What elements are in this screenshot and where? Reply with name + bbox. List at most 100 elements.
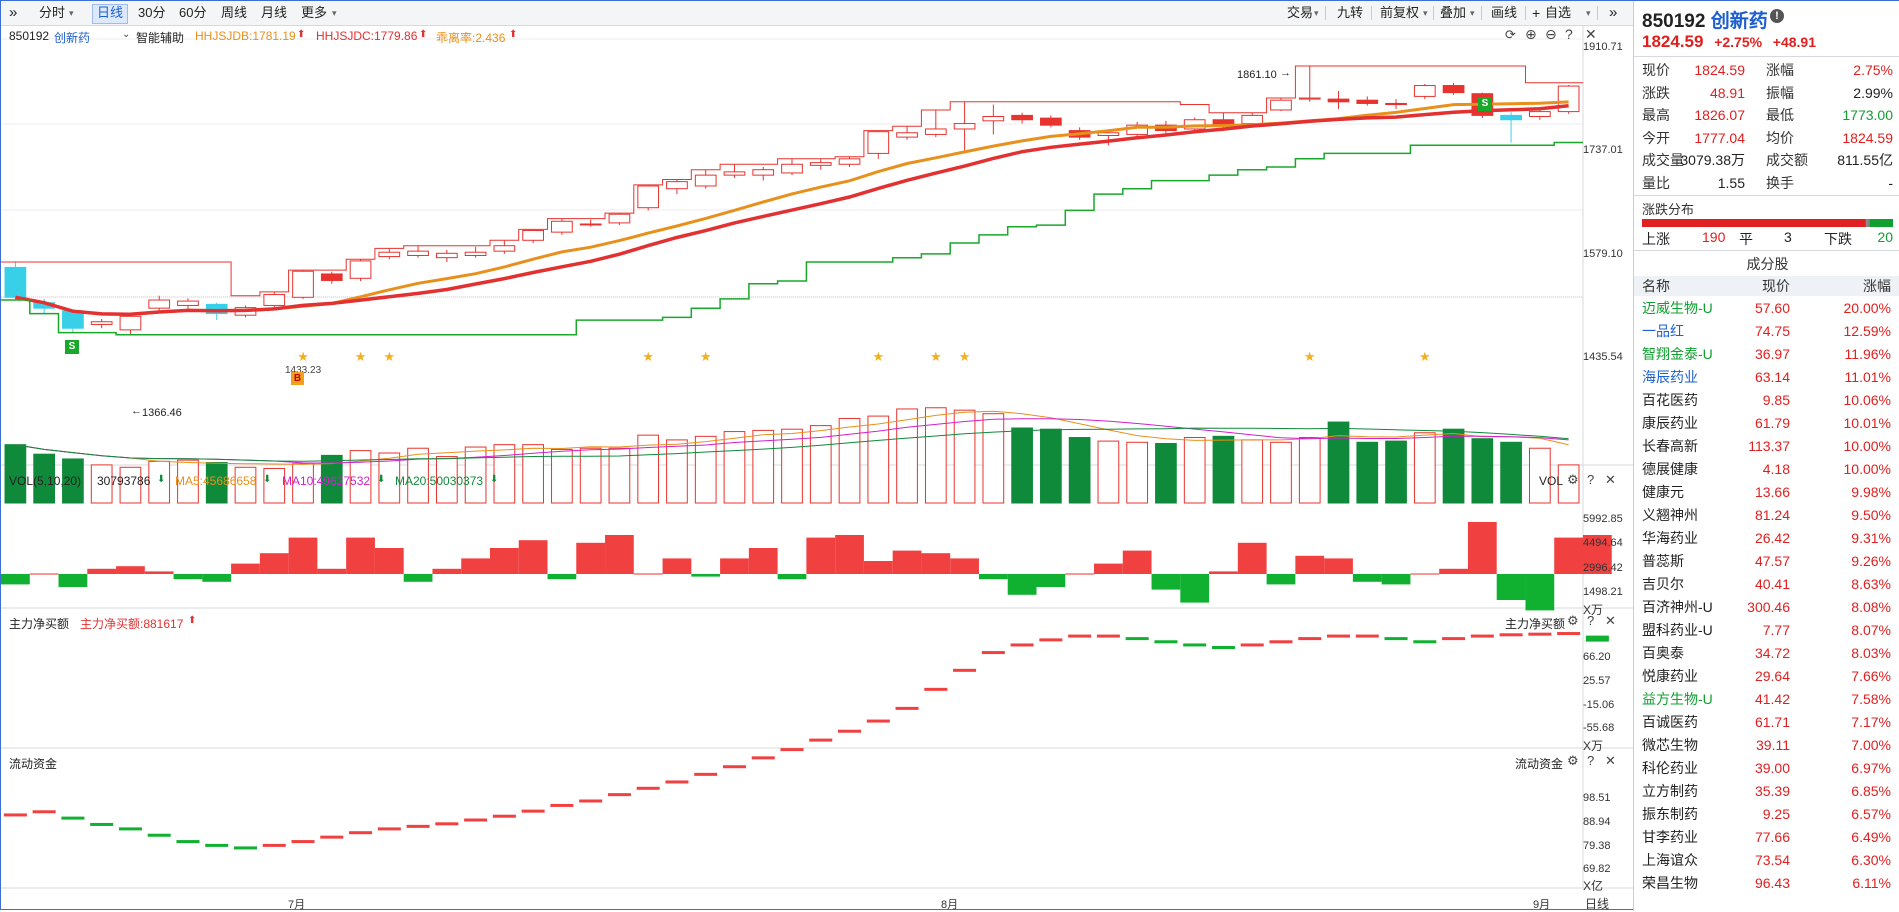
zoom-out-icon[interactable]: ⊖ bbox=[1545, 26, 1557, 42]
candle-body bbox=[1270, 99, 1292, 111]
volume-bar bbox=[1155, 442, 1177, 504]
list-item[interactable]: 义翘神州 81.24 9.50% bbox=[1634, 504, 1899, 527]
smart-assist-toggle[interactable]: 智能辅助 bbox=[136, 31, 185, 45]
close-icon[interactable]: ✕ bbox=[1585, 26, 1597, 42]
list-item[interactable]: 益方生物-U 41.42 7.58% bbox=[1634, 688, 1899, 711]
liquid-bar bbox=[435, 822, 459, 826]
chevron-down-icon[interactable]: ▾ bbox=[1314, 8, 1319, 18]
stat-key: 今开 bbox=[1642, 129, 1670, 146]
jiuzhuan-button[interactable]: 九转 bbox=[1337, 5, 1364, 20]
info-icon[interactable]: ! bbox=[1770, 9, 1784, 23]
help-icon[interactable]: ? bbox=[1587, 613, 1595, 628]
gear-icon[interactable]: ⚙ bbox=[1567, 753, 1579, 768]
draw-button[interactable]: 画线 bbox=[1491, 5, 1518, 20]
chart-area[interactable]: ★ ★ ★ ★ ★ ★ ★ ★ ★ ★ 850192 创新药 ⌄ 智能辅助 HHJSJDB:178… bbox=[1, 25, 1633, 911]
gear-icon[interactable]: ⚙ bbox=[1567, 613, 1579, 628]
candle-body bbox=[982, 115, 1005, 122]
liquid-bar bbox=[176, 840, 200, 844]
panel-name[interactable]: 创新药 bbox=[1710, 11, 1768, 32]
list-item[interactable]: 健康元 13.66 9.98% bbox=[1634, 481, 1899, 504]
flow-bar bbox=[1237, 542, 1267, 574]
list-item[interactable]: 长春高新 113.37 10.00% bbox=[1634, 435, 1899, 458]
list-item[interactable]: 智翔金泰-U 36.97 11.96% bbox=[1634, 343, 1899, 366]
col-name[interactable]: 名称 bbox=[1642, 278, 1670, 294]
list-item[interactable]: 一品红 74.75 12.59% bbox=[1634, 320, 1899, 343]
stock-name: 科伦药业 bbox=[1642, 760, 1698, 776]
double-chevron-right-icon[interactable]: » bbox=[1609, 4, 1618, 21]
sell-signal-badge[interactable]: S bbox=[1478, 97, 1492, 111]
liquid-bar bbox=[1068, 634, 1092, 638]
list-item[interactable]: 德展健康 4.18 10.00% bbox=[1634, 458, 1899, 481]
candle-body bbox=[464, 251, 487, 256]
list-item[interactable]: 微芯生物 39.11 7.00% bbox=[1634, 734, 1899, 757]
stock-pct: 20.00% bbox=[1843, 300, 1891, 316]
help-icon[interactable]: ? bbox=[1587, 472, 1595, 487]
chevron-down-icon[interactable]: ▾ bbox=[69, 8, 74, 18]
list-item[interactable]: 百济神州-U 300.46 8.08% bbox=[1634, 596, 1899, 619]
list-item[interactable]: 百奥泰 34.72 8.03% bbox=[1634, 642, 1899, 665]
tab-monthly[interactable]: 月线 bbox=[261, 5, 288, 20]
tab-30min[interactable]: 30分 bbox=[138, 5, 166, 20]
chevron-down-icon[interactable]: ▾ bbox=[1470, 8, 1475, 18]
flow-bar bbox=[1381, 574, 1411, 585]
list-item[interactable]: 华海药业 26.42 9.31% bbox=[1634, 527, 1899, 550]
tab-fenshi[interactable]: 分时 bbox=[39, 5, 66, 20]
list-item[interactable]: 康辰药业 61.79 10.01% bbox=[1634, 412, 1899, 435]
index-code: 850192 bbox=[9, 29, 50, 43]
stock-pct: 9.50% bbox=[1851, 507, 1891, 523]
list-item[interactable]: 荣昌生物 96.43 6.11% bbox=[1634, 872, 1899, 895]
list-item[interactable]: 迈威生物-U 57.60 20.00% bbox=[1634, 297, 1899, 320]
list-item[interactable]: 上海谊众 73.54 6.30% bbox=[1634, 849, 1899, 872]
watchlist-button[interactable]: 自选 bbox=[1545, 5, 1572, 20]
constituents-title: 成分股 bbox=[1746, 256, 1789, 272]
list-item[interactable]: 悦康药业 29.64 7.66% bbox=[1634, 665, 1899, 688]
list-item[interactable]: 海辰药业 63.14 11.01% bbox=[1634, 366, 1899, 389]
list-item[interactable]: 振东制药 9.25 6.57% bbox=[1634, 803, 1899, 826]
list-item[interactable]: 甘李药业 77.66 6.49% bbox=[1634, 826, 1899, 849]
kline-chart[interactable]: ★ ★ ★ ★ ★ ★ ★ ★ ★ ★ bbox=[1, 25, 1633, 911]
chevron-down-icon[interactable]: ▾ bbox=[332, 8, 337, 18]
list-item[interactable]: 普蕊斯 47.57 9.26% bbox=[1634, 550, 1899, 573]
close-icon[interactable]: ✕ bbox=[1605, 613, 1616, 628]
candle-body bbox=[378, 251, 401, 258]
tab-weekly[interactable]: 周线 bbox=[221, 5, 248, 20]
list-item[interactable]: 立方制药 35.39 6.85% bbox=[1634, 780, 1899, 803]
stock-pct: 6.85% bbox=[1851, 783, 1891, 799]
close-icon[interactable]: ✕ bbox=[1605, 472, 1616, 487]
price-line: 1824.59 +2.75% +48.91 bbox=[1642, 32, 1816, 52]
chevron-down-icon[interactable]: ⌄ bbox=[122, 29, 131, 40]
refresh-icon[interactable]: ⟳ bbox=[1505, 27, 1516, 42]
stock-price: 61.79 bbox=[1754, 415, 1790, 431]
arrow-up-icon: ⬆ bbox=[509, 29, 518, 40]
gear-icon[interactable]: ⚙ bbox=[1567, 472, 1579, 487]
list-item[interactable]: 科伦药业 39.00 6.97% bbox=[1634, 757, 1899, 780]
stat-key: 换手 bbox=[1766, 174, 1794, 191]
liquid-bar bbox=[233, 846, 257, 850]
help-icon[interactable]: ? bbox=[1565, 26, 1573, 42]
zoom-in-icon[interactable]: ⊕ bbox=[1525, 26, 1537, 42]
help-icon[interactable]: ? bbox=[1587, 753, 1595, 768]
tab-more[interactable]: 更多 bbox=[301, 5, 328, 20]
trade-button[interactable]: 交易 bbox=[1287, 5, 1314, 20]
stock-pct: 11.01% bbox=[1844, 369, 1891, 385]
buy-signal-badge[interactable]: B bbox=[291, 372, 304, 385]
list-item[interactable]: 吉贝尔 40.41 8.63% bbox=[1634, 573, 1899, 596]
list-item[interactable]: 百花医药 9.85 10.06% bbox=[1634, 389, 1899, 412]
col-pct[interactable]: 涨幅 bbox=[1863, 278, 1891, 294]
col-price[interactable]: 现价 bbox=[1762, 278, 1790, 294]
tab-60min[interactable]: 60分 bbox=[179, 5, 207, 20]
list-item[interactable]: 盟科药业-U 7.77 8.07% bbox=[1634, 619, 1899, 642]
double-chevron-right-icon[interactable]: » bbox=[9, 4, 18, 21]
volume-bar bbox=[1327, 421, 1350, 504]
flow-bar bbox=[1036, 574, 1066, 587]
chevron-down-icon[interactable]: ▾ bbox=[1586, 8, 1591, 18]
overlay-button[interactable]: 叠加 bbox=[1440, 5, 1467, 20]
sell-signal-badge[interactable]: S bbox=[65, 340, 79, 354]
plus-icon[interactable]: + bbox=[1532, 5, 1541, 21]
adjust-button[interactable]: 前复权 bbox=[1380, 5, 1420, 20]
chevron-down-icon[interactable]: ▾ bbox=[1423, 8, 1428, 18]
tab-daily[interactable]: 日线 bbox=[92, 4, 129, 24]
period-label[interactable]: 日线 bbox=[1585, 897, 1610, 911]
close-icon[interactable]: ✕ bbox=[1605, 753, 1616, 768]
list-item[interactable]: 百诚医药 61.71 7.17% bbox=[1634, 711, 1899, 734]
